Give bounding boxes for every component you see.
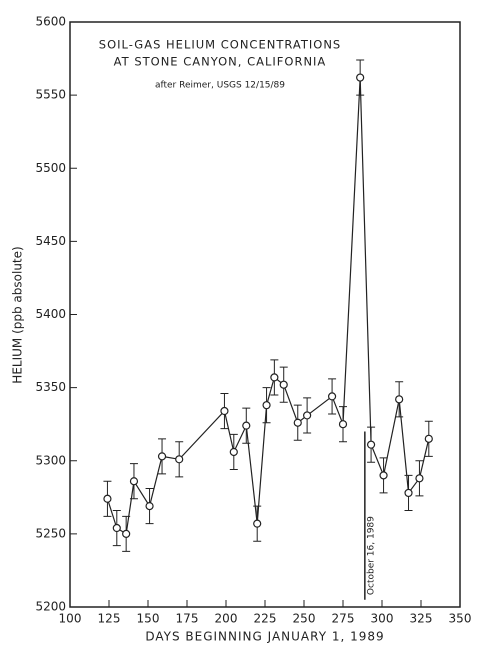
y-axis-label: HELIUM (ppb absolute): [11, 246, 25, 383]
data-line: [106, 77, 430, 535]
data-point: [122, 529, 131, 538]
data-point: [415, 474, 424, 483]
x-tick-label: 225: [254, 612, 277, 626]
x-tick-label: 150: [137, 612, 160, 626]
y-tick-label: 5600: [35, 15, 66, 29]
data-point: [404, 488, 413, 498]
y-tick-label: 5500: [35, 161, 66, 175]
data-point: [129, 477, 139, 486]
data-point: [395, 395, 404, 404]
x-tick-label: 350: [449, 612, 472, 626]
data-point: [293, 418, 302, 427]
data-point: [253, 519, 262, 528]
x-tick-label: 200: [215, 612, 238, 626]
data-point: [262, 401, 271, 410]
x-tick-label: 100: [59, 612, 82, 626]
data-point: [338, 420, 348, 429]
data-point: [270, 373, 279, 382]
data-point: [356, 73, 365, 82]
x-tick-label: 325: [410, 612, 433, 626]
x-tick-label: 250: [293, 612, 316, 626]
data-point: [242, 421, 251, 430]
data-point: [279, 380, 288, 389]
data-point: [303, 411, 312, 420]
data-point: [424, 434, 433, 443]
event-label: October 16, 1989: [366, 516, 376, 595]
x-tick-label: 125: [98, 612, 121, 626]
data-point: [145, 501, 154, 511]
x-axis-label: DAYS BEGINNING JANUARY 1, 1989: [145, 630, 384, 644]
x-tick-label: 275: [332, 612, 355, 626]
data-point: [220, 406, 229, 416]
y-tick-label: 5350: [35, 380, 66, 394]
y-tick-label: 5400: [35, 307, 66, 321]
chart-subtitle: AT STONE CANYON, CALIFORNIA: [114, 55, 327, 69]
data-point: [366, 440, 376, 449]
y-tick-label: 5250: [35, 526, 66, 540]
y-tick-label: 5550: [35, 88, 66, 102]
chart-title: SOIL-GAS HELIUM CONCENTRATIONS: [99, 38, 341, 52]
data-point: [157, 452, 167, 461]
data-point: [112, 523, 121, 533]
source-note: after Reimer, USGS 12/15/89: [155, 81, 285, 91]
y-tick-label: 5200: [35, 600, 66, 614]
x-tick-label: 175: [176, 612, 199, 626]
y-tick-label: 5300: [35, 453, 66, 467]
data-point: [229, 447, 238, 457]
data-point: [103, 494, 112, 503]
x-tick-label: 300: [371, 612, 394, 626]
y-tick-label: 5450: [35, 234, 66, 248]
data-point: [327, 392, 337, 401]
data-point: [379, 471, 388, 480]
data-point: [175, 455, 184, 464]
